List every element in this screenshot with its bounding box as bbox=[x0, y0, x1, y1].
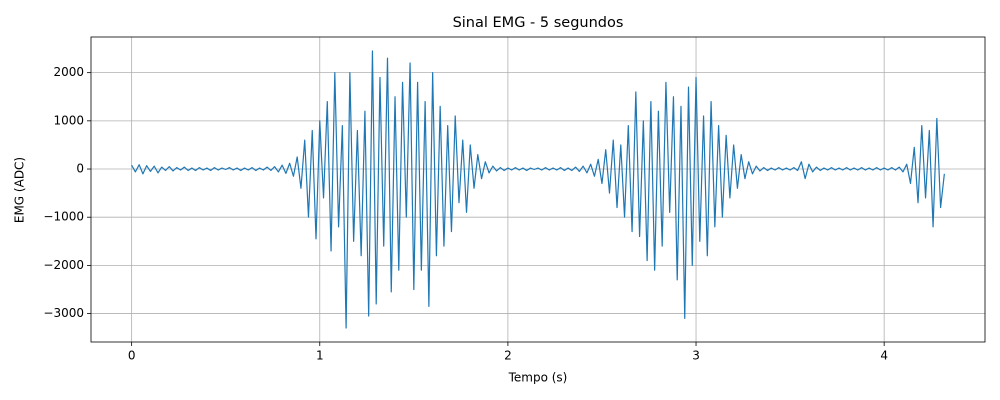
signal-line bbox=[131, 50, 945, 329]
y-axis-label: EMG (ADC) bbox=[13, 157, 27, 223]
y-tick-label: 2000 bbox=[53, 65, 84, 79]
x-tick-label: 1 bbox=[316, 349, 324, 363]
y-tick-label: −3000 bbox=[43, 306, 84, 320]
x-axis-label: Tempo (s) bbox=[508, 371, 568, 385]
x-tick-label: 3 bbox=[692, 349, 700, 363]
x-tick-label: 0 bbox=[128, 349, 136, 363]
y-tick-label: −2000 bbox=[43, 258, 84, 272]
x-tick-label: 4 bbox=[880, 349, 888, 363]
chart-title: Sinal EMG - 5 segundos bbox=[453, 15, 624, 31]
plot-frame bbox=[90, 36, 986, 343]
y-tick-label: 1000 bbox=[53, 113, 84, 127]
y-tick-label: −1000 bbox=[43, 210, 84, 224]
x-tick-label: 2 bbox=[504, 349, 512, 363]
y-tick-label: 0 bbox=[76, 162, 84, 176]
